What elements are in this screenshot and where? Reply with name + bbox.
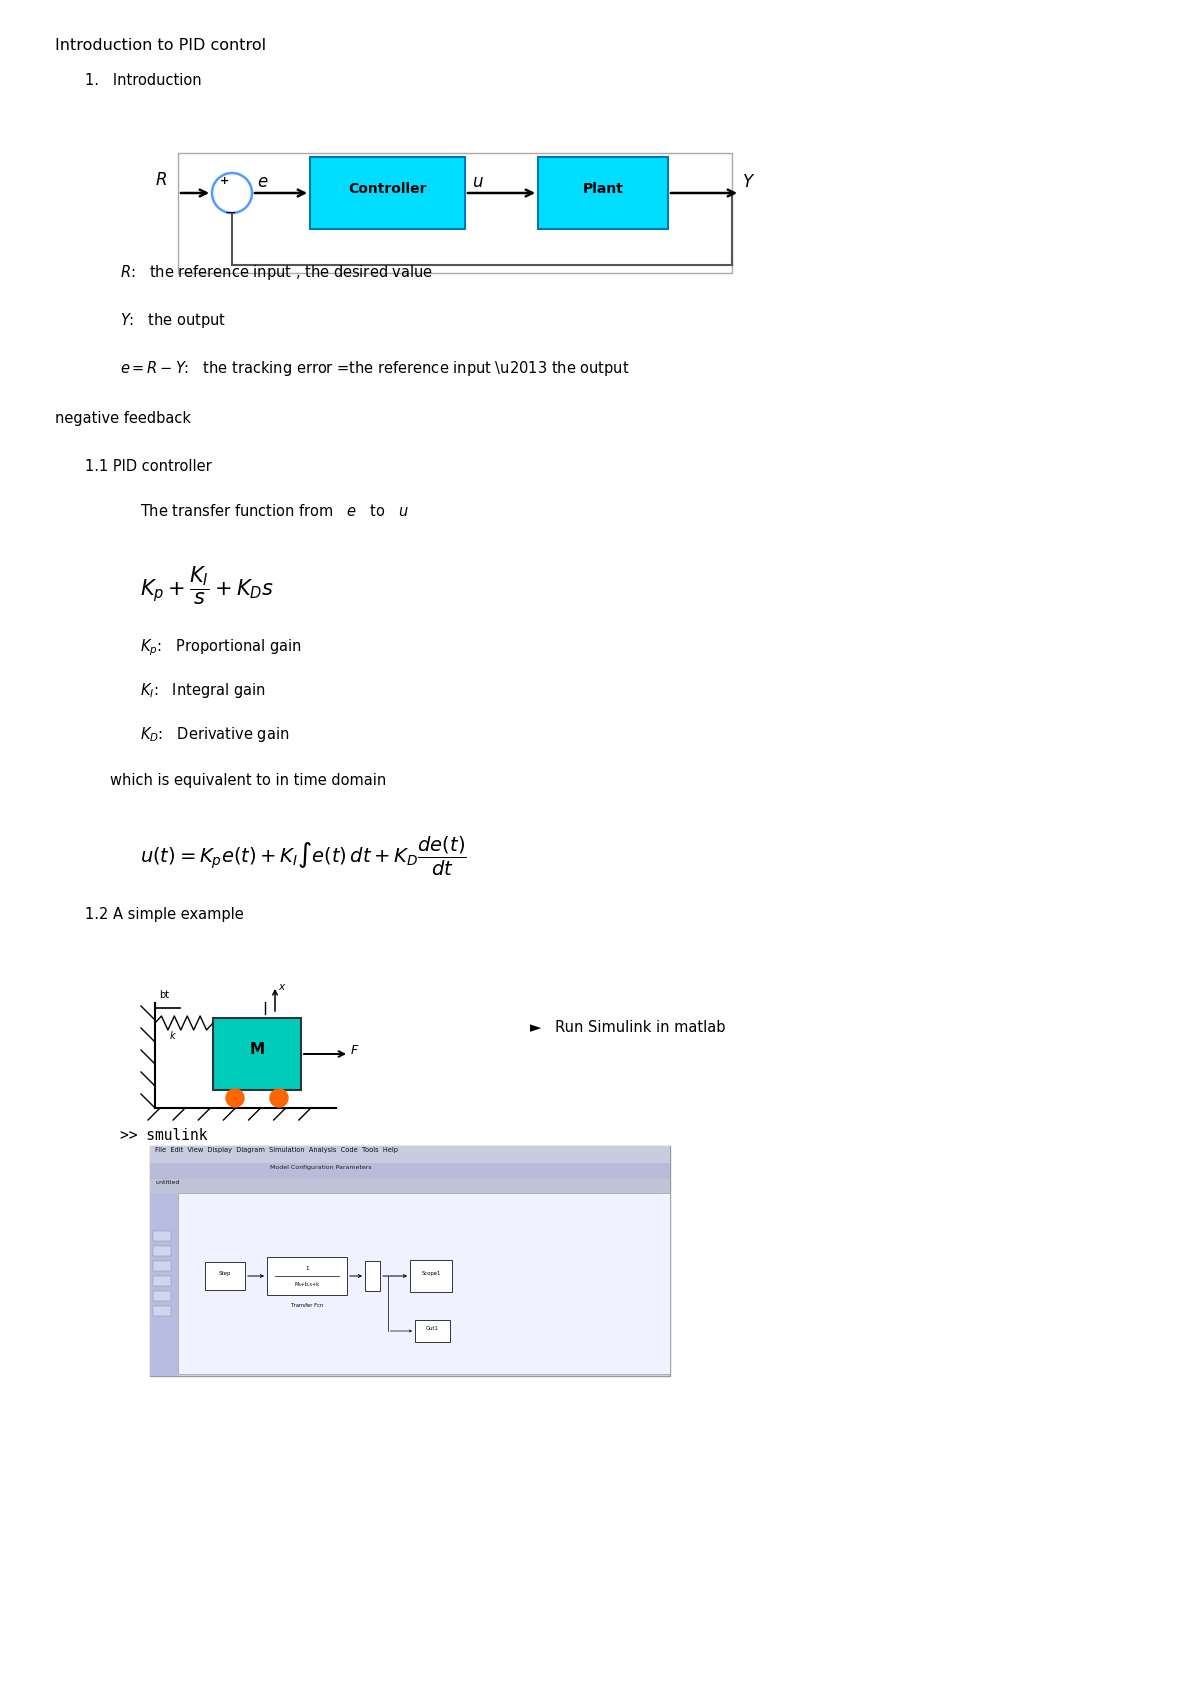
Text: −: − [226,205,236,221]
Text: +: + [220,177,229,187]
Text: k: k [170,1031,175,1041]
FancyBboxPatch shape [310,156,466,229]
Text: Out1: Out1 [426,1326,439,1331]
Text: $Y$:   the output: $Y$: the output [120,311,227,329]
Text: The transfer function from   $e$   to   $u$: The transfer function from $e$ to $u$ [140,503,409,520]
Text: Transfer Fcn: Transfer Fcn [290,1302,323,1307]
FancyBboxPatch shape [205,1262,245,1290]
Text: $u$: $u$ [472,173,484,190]
Text: Ms+b,s+k: Ms+b,s+k [294,1282,319,1287]
FancyBboxPatch shape [365,1262,380,1290]
Text: Step: Step [218,1270,232,1275]
FancyBboxPatch shape [150,1178,670,1194]
FancyBboxPatch shape [150,1194,178,1375]
Text: $e$: $e$ [257,173,269,190]
Text: Model Configuration Parameters: Model Configuration Parameters [270,1165,372,1170]
Text: $u(t)=K_p e(t)+K_I \int e(t)\,dt+K_D \dfrac{de(t)}{dt}$: $u(t)=K_p e(t)+K_I \int e(t)\,dt+K_D \df… [140,835,467,878]
FancyBboxPatch shape [154,1231,172,1241]
FancyBboxPatch shape [154,1262,172,1272]
FancyBboxPatch shape [150,1146,670,1375]
Text: $K_p$:   Proportional gain: $K_p$: Proportional gain [140,637,301,657]
FancyBboxPatch shape [154,1290,172,1301]
Text: negative feedback: negative feedback [55,411,191,426]
Circle shape [226,1088,244,1107]
Text: 1: 1 [305,1265,308,1270]
FancyBboxPatch shape [150,1146,670,1163]
Text: $R$: $R$ [155,171,167,188]
Text: Controller: Controller [348,182,427,195]
Text: x: x [278,981,284,992]
FancyBboxPatch shape [154,1246,172,1257]
Text: 1.   Introduction: 1. Introduction [85,73,202,88]
FancyBboxPatch shape [150,1163,670,1178]
Text: $Y$: $Y$ [742,173,755,190]
FancyBboxPatch shape [538,156,668,229]
Text: 1.2 A simple example: 1.2 A simple example [85,907,244,922]
Text: $R$:   the reference input , the desired value: $R$: the reference input , the desired v… [120,263,433,282]
Text: File  Edit  View  Display  Diagram  Simulation  Analysis  Code  Tools  Help: File Edit View Display Diagram Simulatio… [155,1148,398,1153]
Circle shape [270,1088,288,1107]
Text: $e=R-Y$:   the tracking error =the reference input \u2013 the output: $e=R-Y$: the tracking error =the referen… [120,358,630,379]
FancyBboxPatch shape [214,1019,301,1090]
Text: >> smulink: >> smulink [120,1127,208,1143]
FancyBboxPatch shape [154,1275,172,1285]
Text: M: M [250,1043,264,1058]
Text: 1.1 PID controller: 1.1 PID controller [85,458,211,474]
Text: $K_D$:   Derivative gain: $K_D$: Derivative gain [140,725,289,744]
Text: untitled: untitled [155,1180,179,1185]
Text: Introduction to PID control: Introduction to PID control [55,37,266,53]
Text: Plant: Plant [582,182,624,195]
Text: bt: bt [158,990,169,1000]
Text: F: F [352,1044,359,1056]
FancyBboxPatch shape [266,1257,347,1296]
Text: which is equivalent to in time domain: which is equivalent to in time domain [110,773,386,788]
FancyBboxPatch shape [178,1194,670,1374]
FancyBboxPatch shape [154,1306,172,1316]
FancyBboxPatch shape [415,1319,450,1341]
Text: ►   Run Simulink in matlab: ► Run Simulink in matlab [530,1020,726,1036]
Text: $K_I$:   Integral gain: $K_I$: Integral gain [140,681,265,700]
FancyBboxPatch shape [410,1260,452,1292]
Text: $K_p+\dfrac{K_I}{s}+K_D s$: $K_p+\dfrac{K_I}{s}+K_D s$ [140,565,274,608]
Text: Scope1: Scope1 [421,1270,440,1275]
